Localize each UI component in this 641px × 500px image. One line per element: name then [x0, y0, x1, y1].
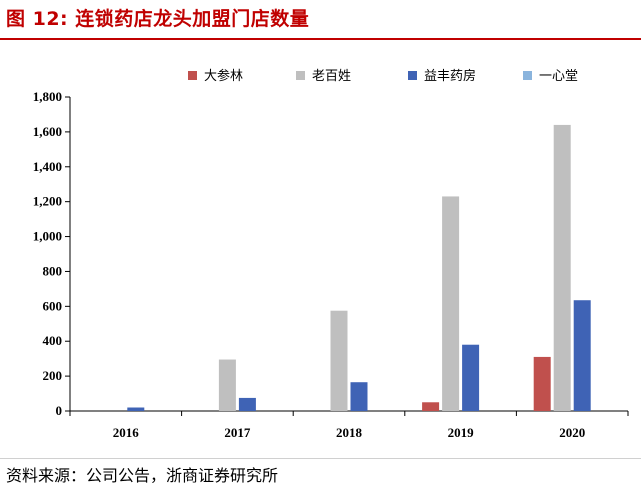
legend-swatch-1 — [296, 71, 305, 80]
bar-2020-2 — [573, 300, 591, 411]
y-tick-label: 1,800 — [33, 89, 62, 104]
bar-2018-1 — [330, 310, 348, 411]
bar-2016-2 — [127, 407, 145, 411]
bar-chart: 大参林 老百姓 益丰药房 一心堂 0 200 400 600 800 1,000 1,200 1,4… — [33, 68, 629, 440]
y-tick-label: 1,000 — [33, 229, 62, 244]
source-note: 资料来源：公司公告，浙商证券研究所 — [6, 466, 279, 485]
figure-title: 图 12: 连锁药店龙头加盟门店数量 — [6, 8, 310, 30]
x-tick-label: 2016 — [113, 425, 140, 440]
bar-2020-0 — [533, 356, 551, 411]
legend-label-3: 一心堂 — [539, 69, 578, 84]
x-tick-label: 2019 — [448, 425, 475, 440]
bar-2017-2 — [238, 397, 256, 411]
legend-label-2: 益丰药房 — [424, 68, 476, 84]
bars — [127, 124, 591, 412]
legend-swatch-3 — [523, 71, 532, 80]
bar-2020-1 — [553, 124, 571, 412]
y-axis: 0 200 400 600 800 1,000 1,200 1,400 1,600 1,800 — [33, 89, 71, 418]
y-tick-label: 1,400 — [33, 159, 62, 174]
bar-2019-1 — [442, 196, 460, 411]
y-tick-label: 600 — [43, 298, 63, 313]
title-rule — [0, 38, 641, 40]
x-axis: 2016 2017 2018 2019 2020 — [69, 410, 629, 440]
y-tick-label: 0 — [56, 403, 63, 418]
legend-label-0: 大参林 — [204, 68, 243, 84]
y-tick-label: 200 — [43, 368, 63, 383]
bar-2017-1 — [218, 359, 236, 411]
y-tick-label: 1,200 — [33, 194, 62, 209]
y-tick-label: 1,600 — [33, 124, 62, 139]
source-divider — [0, 458, 641, 459]
x-tick-label: 2017 — [224, 425, 251, 440]
bar-2018-2 — [350, 382, 368, 411]
bar-2019-0 — [422, 402, 440, 411]
x-tick-label: 2020 — [559, 425, 585, 440]
bar-2019-2 — [462, 344, 480, 411]
y-tick-label: 800 — [43, 263, 63, 278]
y-tick-label: 400 — [43, 333, 63, 348]
x-tick-label: 2018 — [336, 425, 363, 440]
legend: 大参林 老百姓 益丰药房 一心堂 — [188, 68, 578, 84]
legend-label-1: 老百姓 — [312, 69, 351, 84]
legend-swatch-0 — [188, 71, 197, 80]
legend-swatch-2 — [408, 71, 417, 80]
